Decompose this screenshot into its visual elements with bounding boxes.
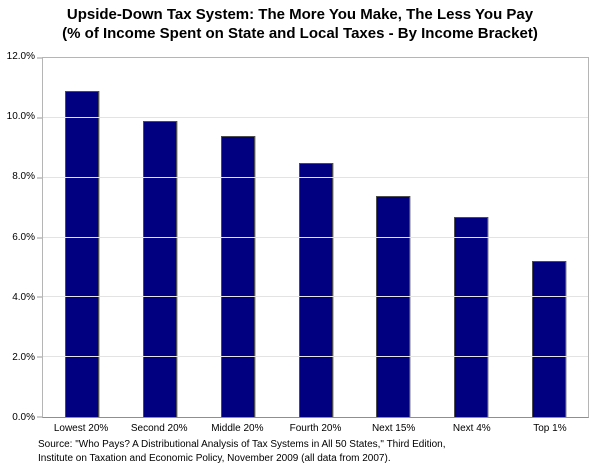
- x-axis-label: Middle 20%: [211, 423, 264, 434]
- y-axis-label: 10.0%: [6, 111, 35, 123]
- gridline: [43, 236, 588, 238]
- y-axis-label: 6.0%: [12, 231, 35, 243]
- source-note-line1: Source: "Who Pays? A Distributional Anal…: [38, 439, 446, 450]
- y-tick: [37, 57, 42, 59]
- y-axis-label: 12.0%: [6, 51, 35, 62]
- chart-title-line1: Upside-Down Tax System: The More You Mak…: [66, 6, 534, 23]
- y-tick: [37, 177, 42, 179]
- bar-cell: [432, 58, 510, 417]
- y-axis-label: 4.0%: [12, 291, 35, 303]
- bar-cell: [277, 58, 355, 417]
- source-note-line2: Institute on Taxation and Economic Polic…: [38, 452, 391, 464]
- y-tick: [37, 296, 42, 298]
- bar: [142, 120, 177, 417]
- bar: [376, 195, 411, 417]
- y-tick: [37, 416, 42, 418]
- bar-cell: [510, 58, 588, 417]
- x-axis-label: Second 20%: [130, 423, 188, 434]
- y-axis-label: 8.0%: [12, 171, 35, 183]
- bar: [532, 261, 567, 417]
- x-axis: Lowest 20% Second 20% Middle 20% Fourth 20%…: [42, 423, 589, 434]
- x-axis-label: Lowest 20%: [53, 423, 109, 434]
- y-axis: 0.0% 2.0% 4.0% 6.0% 8.0% 10.0% 12.0%: [0, 52, 35, 423]
- y-tick: [37, 117, 42, 119]
- x-axis-label: Fourth 20%: [289, 423, 342, 434]
- bar-cell: [354, 58, 432, 417]
- bar-cell: [199, 58, 277, 417]
- bar: [454, 216, 489, 417]
- source-note: Source: "Who Pays? A Distributional Anal…: [38, 438, 445, 465]
- bar: [64, 90, 99, 417]
- gridline: [43, 296, 588, 298]
- y-tick: [37, 356, 42, 358]
- chart-title-line2: (% of Income Spent on State and Local Ta…: [62, 25, 538, 42]
- bars-row: [43, 58, 588, 417]
- gridline: [43, 116, 588, 118]
- x-axis-label: Next 15%: [371, 423, 416, 434]
- bar: [298, 162, 333, 417]
- bar: [220, 135, 255, 417]
- y-axis-label: 2.0%: [12, 351, 35, 363]
- x-axis-label: Top 1%: [533, 423, 567, 434]
- chart-title: Upside-Down Tax System: The More You Mak…: [0, 5, 600, 43]
- plot-area: [37, 57, 589, 418]
- x-axis-label: Next 4%: [452, 423, 491, 434]
- bar-cell: [43, 58, 121, 417]
- bar-cell: [121, 58, 199, 417]
- y-tick: [37, 237, 42, 238]
- gridline: [43, 356, 588, 358]
- gridline: [43, 176, 588, 178]
- y-axis-label: 0.0%: [12, 412, 35, 423]
